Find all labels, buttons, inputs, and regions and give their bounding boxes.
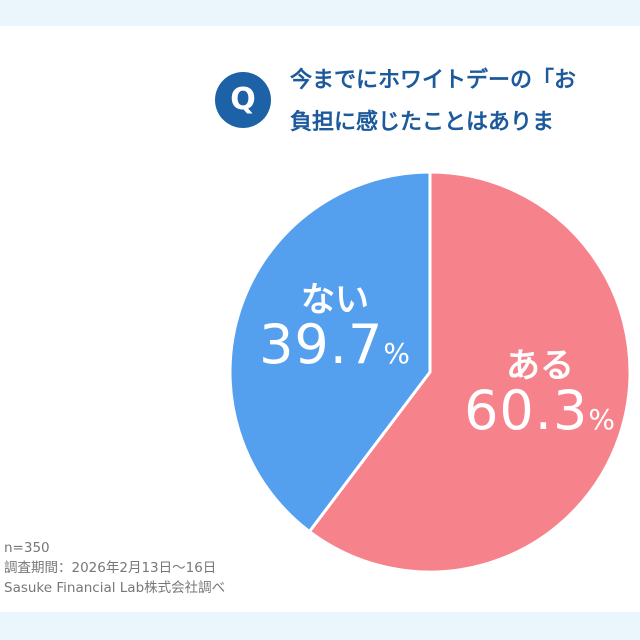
category-label: ある: [506, 346, 574, 386]
title-line-2: 負担に感じたことはありま: [290, 110, 555, 135]
pie-slice-1: [228, 170, 432, 534]
source: Sasuke Financial Lab株式会社調べ: [4, 580, 226, 596]
pie-slice-0: [307, 170, 632, 574]
chart-title: 今までにホワイトデーの「お 負担に感じたことはありま: [290, 60, 630, 144]
value-label: 60.3: [464, 379, 589, 442]
slice-label-aru: ある 60.3%: [450, 338, 630, 442]
slice-label-nai: ない 39.7%: [245, 272, 425, 376]
unit-label: %: [383, 337, 411, 370]
title-line-1: 今までにホワイトデーの「お: [290, 68, 577, 93]
value-label: 39.7: [259, 313, 384, 376]
footnotes: n=350 調査期間：2026年2月13日～16日 Sasuke Financi…: [4, 538, 225, 598]
sample-size: n=350: [4, 540, 50, 556]
unit-label: %: [588, 403, 616, 436]
category-label: ない: [301, 280, 369, 320]
survey-period: 調査期間：2026年2月13日～16日: [4, 560, 217, 576]
question-badge: Q: [215, 72, 271, 128]
